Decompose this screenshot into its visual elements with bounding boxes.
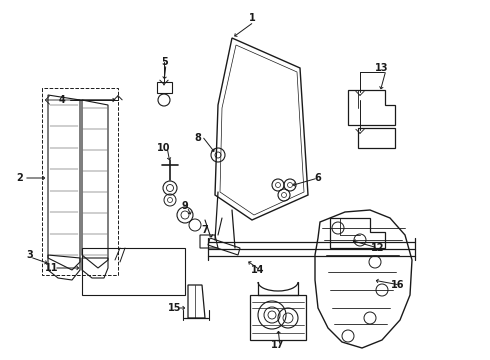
Text: 15: 15 bbox=[168, 303, 182, 313]
Text: 2: 2 bbox=[17, 173, 24, 183]
Text: 11: 11 bbox=[45, 263, 59, 273]
Text: 3: 3 bbox=[26, 250, 33, 260]
Text: 10: 10 bbox=[157, 143, 171, 153]
Text: 4: 4 bbox=[59, 95, 65, 105]
Text: 9: 9 bbox=[182, 201, 188, 211]
Text: 14: 14 bbox=[251, 265, 265, 275]
Text: 6: 6 bbox=[315, 173, 321, 183]
Text: 16: 16 bbox=[391, 280, 405, 290]
Text: 7: 7 bbox=[201, 225, 208, 235]
Text: 17: 17 bbox=[271, 340, 285, 350]
Text: 12: 12 bbox=[371, 243, 385, 253]
Text: 8: 8 bbox=[195, 133, 201, 143]
Text: 13: 13 bbox=[375, 63, 389, 73]
Text: 1: 1 bbox=[248, 13, 255, 23]
Text: 5: 5 bbox=[162, 57, 169, 67]
